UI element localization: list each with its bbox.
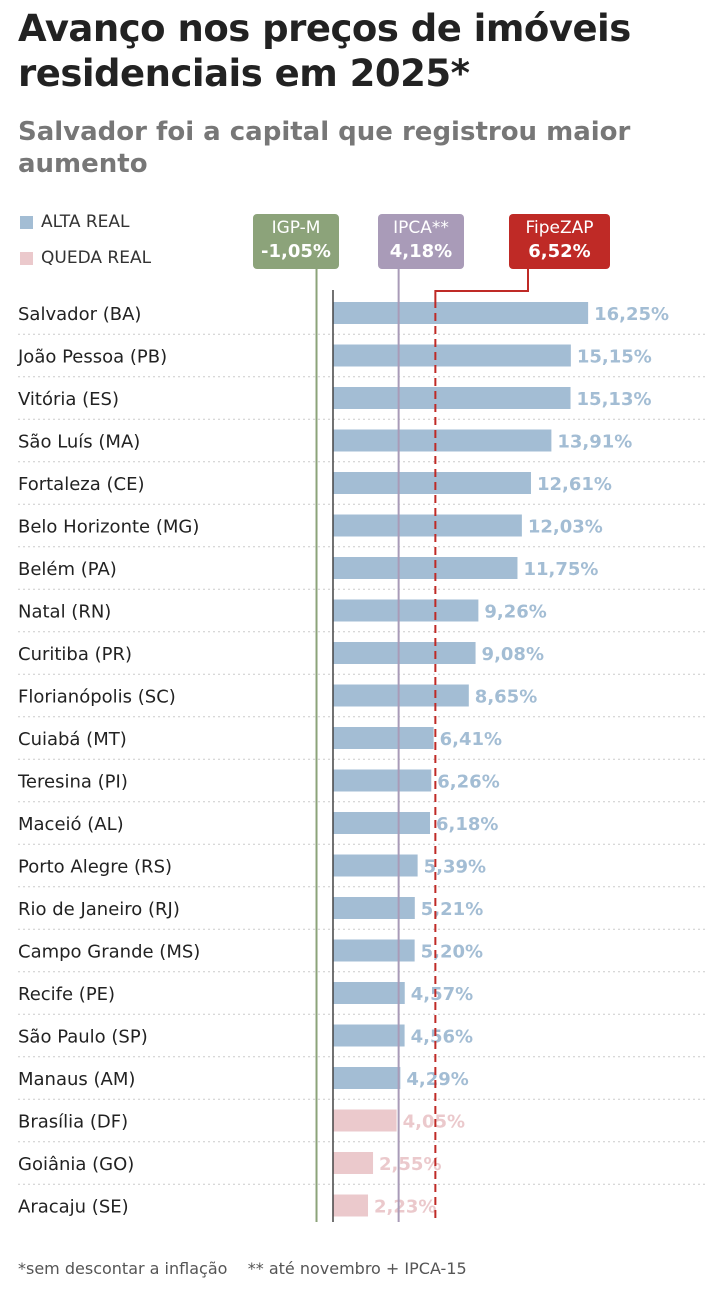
category-label: Porto Alegre (RS): [18, 857, 172, 878]
value-label: 9,08%: [482, 644, 544, 665]
bar: [333, 939, 415, 962]
value-label: 12,03%: [528, 517, 603, 538]
bar: [333, 812, 431, 834]
category-label: Rio de Janeiro (RJ): [18, 899, 180, 920]
category-label: Aracaju (SE): [18, 1197, 129, 1218]
bar: [333, 302, 589, 324]
ipca-tag: IPCA** 4,18%: [378, 214, 464, 269]
legend-queda: QUEDA REAL: [20, 248, 151, 268]
legend-alta: ALTA REAL: [20, 212, 130, 232]
category-label: Cuiabá (MT): [18, 729, 127, 750]
value-label: 15,13%: [577, 389, 652, 410]
category-label: Brasília (DF): [18, 1112, 128, 1133]
bar: [333, 472, 531, 494]
bar: [333, 599, 479, 622]
bar: [333, 769, 432, 792]
category-label: Maceió (AL): [18, 814, 124, 835]
chart-title: Avanço nos preços de imóveis residenciai…: [18, 7, 631, 95]
value-label: 6,41%: [440, 729, 502, 750]
bar: [333, 982, 405, 1004]
value-label: 2,23%: [374, 1197, 436, 1218]
fipezap-tag: FipeZAP 6,52%: [509, 214, 610, 269]
value-label: 6,26%: [437, 772, 499, 793]
bar: [333, 1024, 405, 1047]
category-label: Goiânia (GO): [18, 1154, 134, 1175]
bar: [333, 387, 571, 409]
value-label: 13,91%: [557, 432, 632, 453]
category-label: Florianópolis (SC): [18, 687, 176, 708]
value-label: 11,75%: [523, 559, 598, 580]
value-label: 5,39%: [424, 857, 486, 878]
category-label: Vitória (ES): [18, 389, 119, 410]
bar: [333, 642, 476, 664]
category-label: São Luís (MA): [18, 432, 140, 453]
bar: [333, 429, 552, 452]
bar: [333, 727, 434, 749]
category-label: Salvador (BA): [18, 304, 141, 325]
bar: [333, 684, 469, 707]
footer-note: *sem descontar a inflação ** até novembr…: [18, 1259, 467, 1278]
category-label: Manaus (AM): [18, 1069, 135, 1090]
value-label: 8,65%: [475, 687, 537, 708]
legend-label-alta: ALTA REAL: [41, 212, 130, 232]
category-label: João Pessoa (PB): [17, 347, 167, 368]
category-label: Natal (RN): [18, 602, 111, 623]
category-label: São Paulo (SP): [18, 1027, 148, 1048]
bar: [333, 1067, 401, 1089]
value-label: 4,57%: [411, 984, 473, 1005]
fipezap-connector: [434, 268, 529, 300]
category-label: Belém (PA): [18, 559, 117, 580]
legend-swatch-queda: [20, 251, 33, 265]
bar: [333, 1152, 374, 1174]
value-label: 5,20%: [421, 942, 483, 963]
bar: [333, 1109, 397, 1132]
chart-subtitle: Salvador foi a capital que registrou mai…: [18, 117, 631, 179]
fipezap-label: FipeZAP: [525, 218, 594, 238]
ipca-value: 4,18%: [389, 241, 453, 262]
category-label: Fortaleza (CE): [18, 474, 144, 495]
value-label: 12,61%: [537, 474, 612, 495]
category-label: Curitiba (PR): [18, 644, 132, 665]
ipca-label: IPCA**: [393, 218, 449, 238]
legend-label-queda: QUEDA REAL: [41, 248, 152, 268]
category-label: Teresina (PI): [17, 772, 128, 793]
igpm-tag: IGP-M -1,05%: [253, 214, 339, 269]
category-label: Belo Horizonte (MG): [18, 517, 199, 538]
value-label: 5,21%: [421, 899, 483, 920]
value-label: 4,05%: [403, 1112, 465, 1133]
category-label: Recife (PE): [18, 984, 115, 1005]
fipezap-value: 6,52%: [528, 241, 591, 262]
category-label: Campo Grande (MS): [18, 942, 200, 963]
bar: [333, 344, 571, 367]
value-label: 9,26%: [484, 602, 546, 623]
bar: [333, 557, 518, 579]
value-label: 4,56%: [411, 1027, 473, 1048]
bar: [333, 1194, 369, 1217]
value-label: 15,15%: [577, 347, 652, 368]
igpm-label: IGP-M: [271, 218, 321, 238]
bar: [333, 897, 415, 919]
igpm-value: -1,05%: [261, 241, 331, 262]
value-label: 4,29%: [406, 1069, 468, 1090]
bar: [333, 514, 522, 537]
value-label: 2,55%: [379, 1154, 441, 1175]
value-label: 16,25%: [594, 304, 669, 325]
value-label: 6,18%: [436, 814, 498, 835]
bar: [333, 854, 418, 877]
legend-swatch-alta: [20, 215, 33, 229]
